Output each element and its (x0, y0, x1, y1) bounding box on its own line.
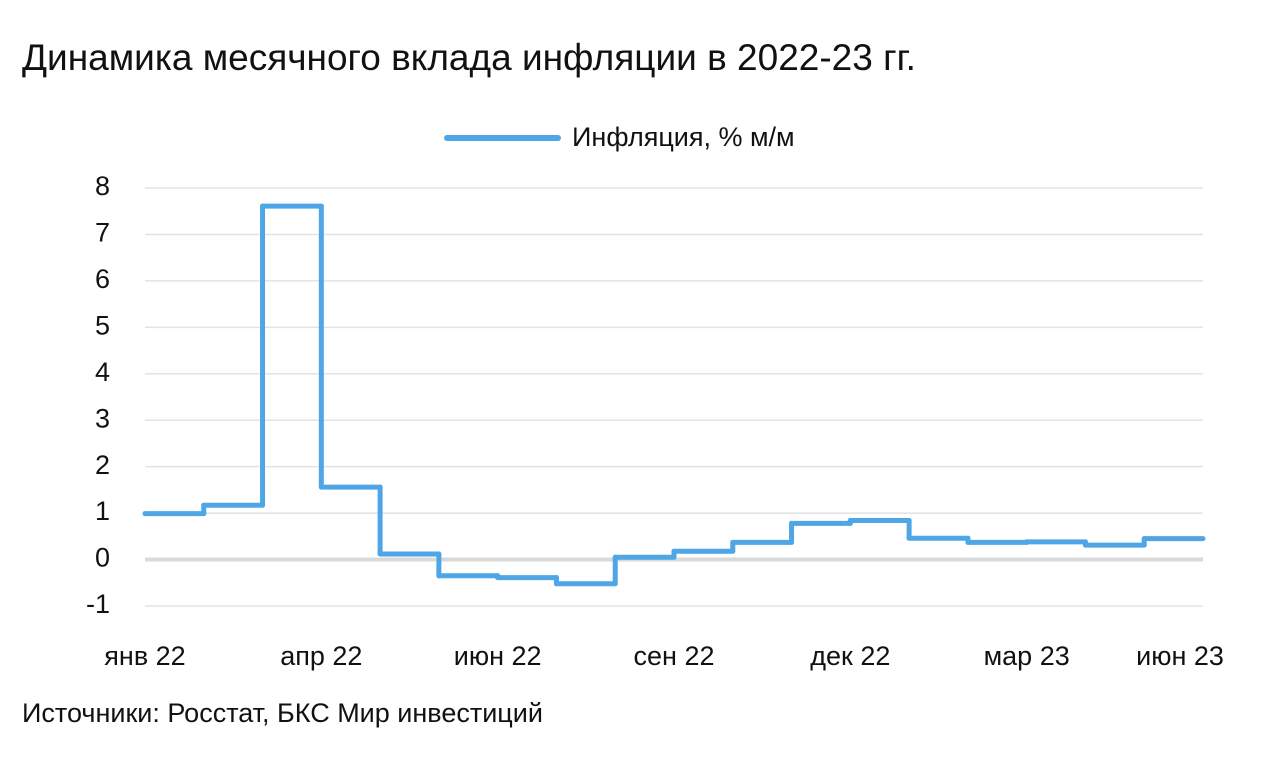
y-tick-label: 0 (95, 543, 110, 573)
y-tick-label: 5 (95, 310, 110, 340)
x-tick-label: июн 23 (1136, 641, 1224, 671)
y-tick-label: 4 (95, 357, 110, 387)
y-tick-label: 6 (95, 264, 110, 294)
y-tick-label: 8 (95, 171, 110, 201)
y-tick-label: 7 (95, 218, 110, 248)
x-tick-label: сен 22 (634, 641, 715, 671)
x-tick-label: дек 22 (810, 641, 890, 671)
x-tick-label: янв 22 (104, 641, 185, 671)
source: Источники: Росстат, БКС Мир инвестиций (22, 698, 543, 728)
x-tick-label: мар 23 (984, 641, 1070, 671)
y-tick-label: 2 (95, 450, 110, 480)
x-tick-label: июн 22 (454, 641, 542, 671)
x-tick-label: апр 22 (280, 641, 362, 671)
chart-title: Динамика месячного вклада инфляции в 202… (22, 37, 916, 78)
y-tick-label: -1 (86, 589, 110, 619)
y-tick-label: 3 (95, 403, 110, 433)
legend-label: Инфляция, % м/м (572, 122, 795, 152)
y-tick-label: 1 (95, 496, 110, 526)
